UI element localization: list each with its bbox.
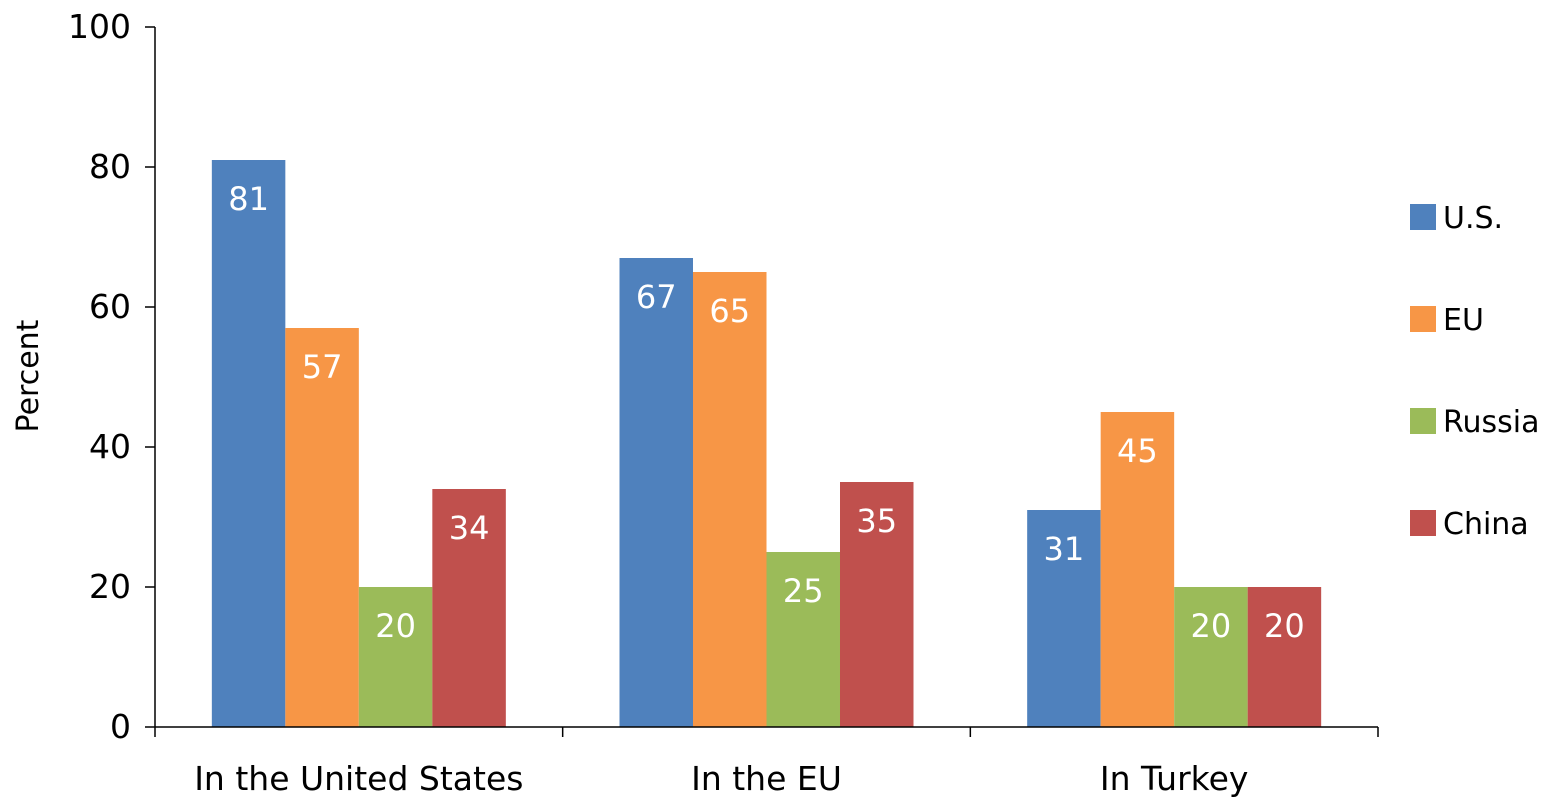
bar <box>432 489 506 727</box>
legend-swatch <box>1410 204 1436 230</box>
x-category-label: In the EU <box>691 759 842 798</box>
bar-value-label: 67 <box>636 278 677 316</box>
legend-label: U.S. <box>1443 201 1503 236</box>
y-tick-label: 0 <box>110 707 131 746</box>
y-tick-label: 40 <box>89 427 131 466</box>
legend: U.S. EU Russia China <box>1410 201 1540 542</box>
bar-value-label: 81 <box>228 180 269 218</box>
bar <box>1027 510 1101 727</box>
bar-value-label: 25 <box>783 572 824 610</box>
legend-label: China <box>1443 507 1529 542</box>
bar-value-label: 65 <box>709 292 750 330</box>
y-tick-label: 80 <box>89 147 131 186</box>
bars: 81 57 20 34 67 65 25 35 31 45 20 20 <box>211 160 1322 727</box>
bar <box>619 258 693 727</box>
bar-value-label: 20 <box>1264 607 1305 645</box>
bar <box>840 482 914 727</box>
y-tick-label: 60 <box>89 287 131 326</box>
bar <box>1100 412 1175 727</box>
bar-value-label: 31 <box>1044 530 1085 568</box>
bar-value-label: 45 <box>1117 432 1158 470</box>
bar <box>358 587 433 727</box>
bar-value-label: 34 <box>449 509 490 547</box>
bar <box>766 552 840 727</box>
y-tick-label: 20 <box>89 567 131 606</box>
bar <box>211 160 286 727</box>
bar-value-label: 57 <box>302 348 343 386</box>
bar <box>693 272 767 727</box>
legend-swatch <box>1410 306 1436 332</box>
x-category-label: In Turkey <box>1100 759 1249 798</box>
bar <box>1174 587 1248 727</box>
x-axis: In the United States In the EU In Turkey <box>154 726 1379 798</box>
y-axis-title: Percent <box>11 319 46 432</box>
bar-value-label: 20 <box>375 607 416 645</box>
legend-swatch <box>1410 510 1436 536</box>
bar <box>285 328 359 727</box>
legend-swatch <box>1410 408 1436 434</box>
x-category-label: In the United States <box>194 759 523 798</box>
bar-value-label: 20 <box>1191 607 1232 645</box>
legend-label: Russia <box>1443 405 1540 440</box>
y-tick-label: 100 <box>68 7 131 46</box>
y-axis: 0 20 40 60 80 100 <box>68 7 156 746</box>
legend-label: EU <box>1443 303 1484 338</box>
bar <box>1247 587 1322 727</box>
bar-value-label: 35 <box>856 502 897 540</box>
